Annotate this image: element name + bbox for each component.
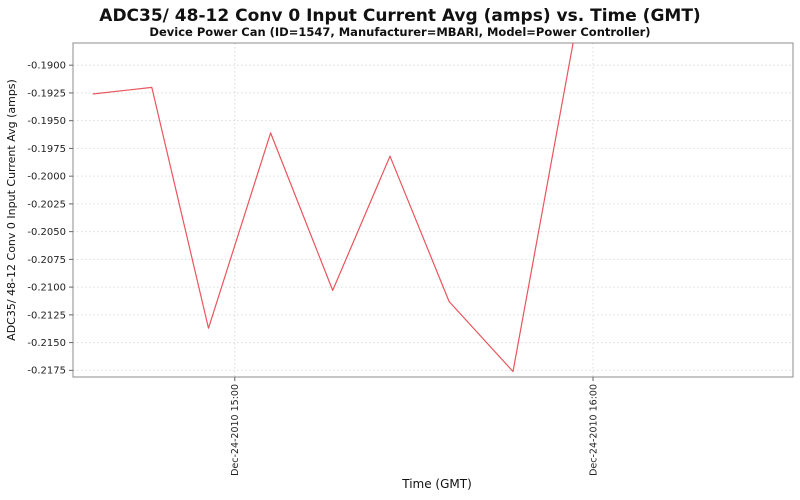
- series-line: [92, 43, 574, 373]
- y-tick-labels: -0.1900 -0.1925 -0.1950 -0.1975 -0.2000 -0.20…: [27, 61, 66, 377]
- y-tick-label: -0.2125: [27, 310, 66, 321]
- y-tick-label: -0.1925: [27, 88, 66, 99]
- chart-subtitle: Device Power Can (ID=1547, Manufacturer=…: [149, 25, 650, 39]
- plot-area-border: [72, 42, 794, 378]
- x-axis-title: Time (GMT): [401, 477, 472, 491]
- y-tick-label: -0.2050: [27, 227, 66, 238]
- gridlines: [73, 43, 793, 377]
- y-tick-label: -0.1900: [27, 61, 66, 72]
- axis-tick-marks: [69, 64, 594, 381]
- y-tick-label: -0.2000: [27, 172, 66, 183]
- y-tick-label: -0.2100: [27, 283, 66, 294]
- x-tick-label: Dec-24-2010 16:00: [588, 384, 599, 476]
- y-tick-label: -0.2025: [27, 199, 66, 210]
- y-tick-label: -0.1950: [27, 116, 66, 127]
- chart-title: ADC35/ 48-12 Conv 0 Input Current Avg (a…: [99, 6, 700, 26]
- x-tick-label: Dec-24-2010 15:00: [230, 384, 241, 476]
- x-tick-labels: Dec-24-2010 15:00 Dec-24-2010 16:00: [230, 384, 599, 476]
- y-axis-title: ADC35/ 48-12 Conv 0 Input Current Avg (a…: [5, 79, 18, 341]
- y-tick-label: -0.2175: [27, 366, 66, 377]
- y-tick-label: -0.1975: [27, 144, 66, 155]
- y-tick-label: -0.2150: [27, 338, 66, 349]
- y-tick-label: -0.2075: [27, 255, 66, 266]
